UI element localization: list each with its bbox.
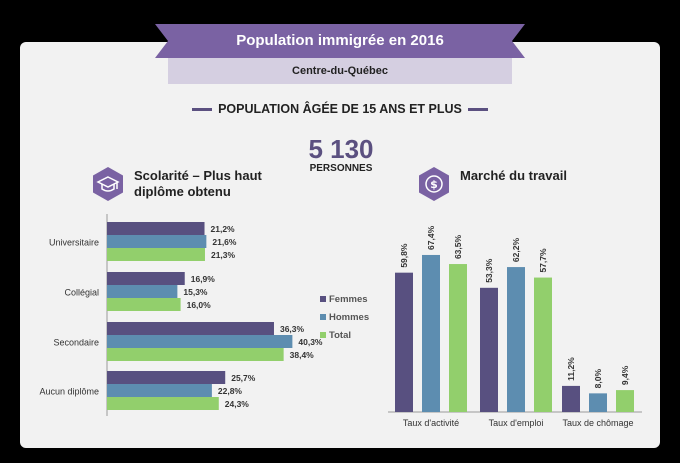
legend-swatch xyxy=(320,332,326,338)
heading-dash-right xyxy=(467,108,488,112)
v-bar xyxy=(507,267,525,412)
h-bar xyxy=(107,272,185,285)
h-data-label: 16,9% xyxy=(191,274,216,284)
h-data-label: 22,8% xyxy=(218,386,243,396)
v-bar xyxy=(589,393,607,412)
h-category-label: Secondaire xyxy=(53,338,99,348)
population-label: PERSONNES xyxy=(309,163,373,174)
h-data-label: 16,0% xyxy=(187,300,212,310)
v-bar xyxy=(534,277,552,412)
h-category-label: Aucun diplôme xyxy=(39,387,99,397)
v-data-label: 11,2% xyxy=(566,357,576,381)
v-category-label: Taux d'emploi xyxy=(489,418,544,428)
v-data-label: 63,5% xyxy=(453,235,463,260)
v-data-label: 62,2% xyxy=(511,238,521,263)
h-data-label: 25,7% xyxy=(231,373,256,383)
section-heading-text: POPULATION ÂGÉE DE 15 ANS ET PLUS xyxy=(218,102,462,116)
legend-label: Femmes xyxy=(329,294,368,305)
legend-label: Hommes xyxy=(329,312,369,323)
h-bar xyxy=(107,397,219,410)
v-data-label: 53,3% xyxy=(484,258,494,283)
h-data-label: 21,6% xyxy=(212,237,237,247)
h-category-label: Universitaire xyxy=(49,238,99,248)
v-data-label: 8,0% xyxy=(593,369,603,389)
h-data-label: 21,2% xyxy=(211,224,236,234)
heading-dash-left xyxy=(192,108,213,112)
page-title: Population immigrée en 2016 xyxy=(236,32,444,49)
banner-ribbon xyxy=(155,24,525,58)
h-bar xyxy=(107,348,284,361)
v-data-label: 57,7% xyxy=(538,248,548,273)
v-category-label: Taux de chômage xyxy=(562,418,633,428)
legend-swatch xyxy=(320,314,326,320)
h-category-label: Collégial xyxy=(64,288,99,298)
v-bar xyxy=(616,390,634,412)
h-data-label: 38,4% xyxy=(290,350,315,360)
v-bar xyxy=(562,385,580,412)
v-bar xyxy=(395,272,413,412)
population-count: 5 130 xyxy=(308,134,374,164)
v-data-label: 9,4% xyxy=(620,365,630,385)
h-data-label: 40,3% xyxy=(298,337,323,347)
v-category-label: Taux d'activité xyxy=(403,418,459,428)
h-bar xyxy=(107,235,207,248)
h-data-label: 36,3% xyxy=(280,324,305,334)
graduation-cap-icon xyxy=(93,167,123,201)
v-data-label: 67,4% xyxy=(426,225,436,250)
v-bar xyxy=(480,287,498,412)
labour-section-title: Marché du travail xyxy=(460,168,567,183)
h-data-label: 15,3% xyxy=(183,287,208,297)
v-data-label: 59,8% xyxy=(399,243,409,268)
section-heading: POPULATION ÂGÉE DE 15 ANS ET PLUS xyxy=(0,102,680,116)
legend-label: Total xyxy=(329,330,351,341)
region-label: Centre-du-Québec xyxy=(168,58,512,84)
v-bar xyxy=(422,254,440,412)
h-bar xyxy=(107,322,274,335)
h-bar xyxy=(107,222,205,235)
v-bar xyxy=(449,264,467,412)
h-bar xyxy=(107,248,205,261)
svg-text:$: $ xyxy=(430,178,438,191)
h-bar xyxy=(107,371,226,384)
h-bar xyxy=(107,285,178,298)
h-data-label: 24,3% xyxy=(225,399,250,409)
title-banner: Population immigrée en 2016 xyxy=(155,24,525,58)
dollar-icon: $ xyxy=(419,167,449,201)
education-section-title: Scolarité – Plus haut diplôme obtenu xyxy=(134,168,262,199)
h-bar xyxy=(107,298,181,311)
h-bar xyxy=(107,384,212,397)
h-bar xyxy=(107,335,293,348)
h-data-label: 21,3% xyxy=(211,250,236,260)
legend-swatch xyxy=(320,296,326,302)
